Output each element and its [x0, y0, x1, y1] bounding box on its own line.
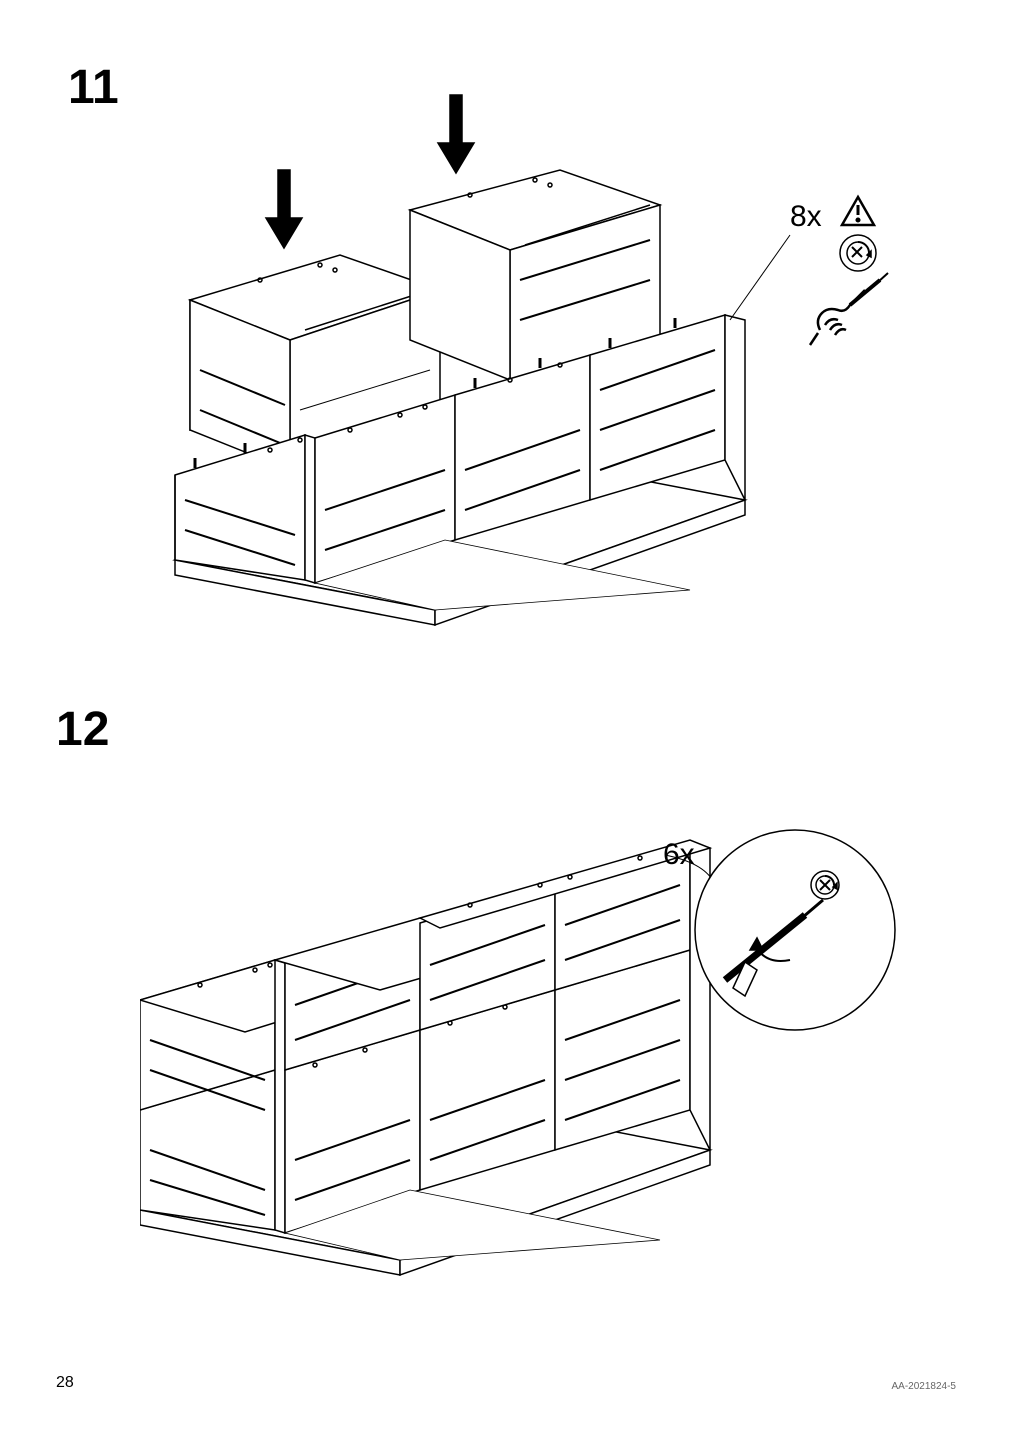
camlock-icon [840, 235, 876, 271]
arrow-down-right [438, 95, 474, 173]
detail-circle [695, 830, 895, 1030]
step-number-12: 12 [56, 702, 109, 757]
step-12-diagram [140, 810, 910, 1310]
instruction-page: 11 [0, 0, 1012, 1432]
warning-icon [842, 197, 874, 225]
callout-6x: 6x [663, 838, 695, 872]
page-number: 28 [56, 1374, 74, 1392]
arrow-down-left [266, 170, 302, 248]
document-id: AA-2021824-5 [892, 1381, 957, 1392]
step-11-diagram [140, 80, 910, 640]
hand-screwdriver [810, 273, 888, 345]
callout-8x: 8x [790, 200, 822, 234]
step-number-11: 11 [68, 60, 119, 115]
assembled-cabinet [140, 840, 710, 1275]
